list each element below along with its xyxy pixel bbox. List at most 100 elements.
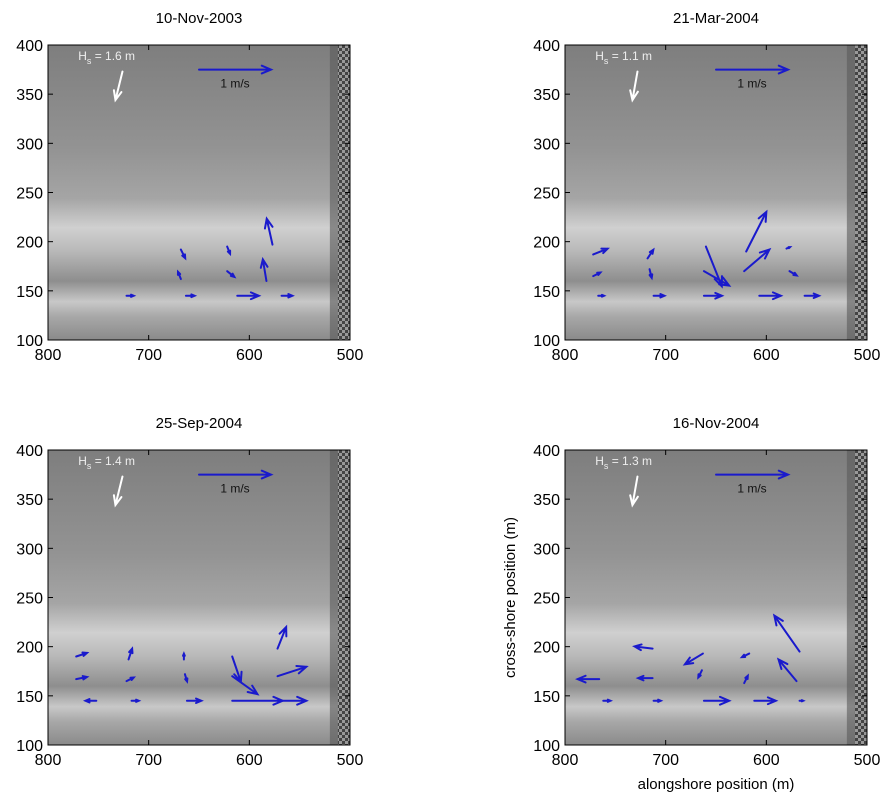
velocity-arrow (127, 646, 134, 661)
y-tick-label: 100 (16, 738, 43, 755)
x-tick-label: 500 (337, 347, 364, 364)
y-axis-label: cross-shore position (m) (502, 517, 519, 678)
axes-box (564, 44, 868, 341)
velocity-arrow (236, 291, 262, 301)
reference-arrow (715, 469, 791, 480)
velocity-arrow (226, 245, 232, 257)
panel: 25-Sep-2004 100 150 200 250 300 350 400 800 700 60… (16, 415, 363, 769)
panel-title: 16-Nov-2004 (673, 415, 760, 432)
velocity-arrow (125, 293, 137, 298)
pier (337, 45, 350, 340)
x-tick-label: 700 (135, 347, 162, 364)
wave-direction-arrow (112, 70, 124, 103)
velocity-arrow (592, 271, 603, 278)
velocity-arrow (276, 695, 309, 706)
y-tick-label: 200 (533, 640, 560, 657)
velocity-arrow (788, 270, 799, 277)
x-tick-label: 500 (854, 347, 881, 364)
y-tick-label: 150 (16, 689, 43, 706)
pier (337, 450, 350, 745)
y-tick-label: 300 (16, 136, 43, 153)
x-tick-label: 800 (35, 347, 62, 364)
wave-height-value: = 1.1 m (608, 49, 652, 63)
wave-height-value: = 1.6 m (91, 49, 135, 63)
y-tick-label: 400 (533, 443, 560, 460)
x-tick-label: 600 (236, 752, 263, 769)
y-tick-label: 250 (16, 186, 43, 203)
x-tick-label: 500 (337, 752, 364, 769)
y-tick-label: 200 (16, 640, 43, 657)
y-tick-label: 200 (16, 235, 43, 252)
reference-label: 1 m/s (737, 77, 766, 91)
wave-height-symbol: H (595, 454, 604, 468)
x-tick-label: 600 (753, 752, 780, 769)
wave-height-label: Hs = 1.3 m (595, 454, 652, 471)
y-tick-label: 250 (533, 591, 560, 608)
pier (854, 45, 867, 340)
y-tick-label: 250 (16, 591, 43, 608)
velocity-arrow (276, 664, 309, 678)
velocity-arrow (652, 698, 664, 703)
axes-box (47, 44, 351, 341)
background-image (565, 450, 867, 745)
y-tick-label: 400 (16, 38, 43, 55)
reference-label: 1 m/s (220, 482, 249, 496)
reference-arrow (198, 64, 274, 75)
pier-shadow (329, 45, 340, 340)
wave-height-subscript: s (604, 461, 609, 471)
wave-height-label: Hs = 1.6 m (78, 49, 135, 66)
velocity-arrow (276, 624, 288, 650)
velocity-arrow (231, 675, 260, 696)
velocity-arrow (803, 292, 822, 299)
velocity-arrow (185, 697, 204, 704)
panel-title: 25-Sep-2004 (156, 415, 243, 432)
background-image (48, 45, 350, 340)
velocity-arrow (776, 657, 798, 683)
wave-height-value: = 1.3 m (608, 454, 652, 468)
velocity-arrow (743, 247, 772, 273)
velocity-arrow (682, 652, 704, 666)
y-tick-label: 350 (16, 492, 43, 509)
velocity-arrow (702, 270, 732, 287)
y-tick-label: 100 (533, 738, 560, 755)
velocity-arrow (183, 673, 189, 684)
x-tick-label: 700 (652, 347, 679, 364)
reference-label: 1 m/s (737, 482, 766, 496)
velocity-arrow (259, 256, 269, 282)
velocity-arrow (646, 247, 655, 260)
velocity-arrow (182, 651, 186, 661)
wave-height-label: Hs = 1.1 m (595, 49, 652, 66)
background-image (48, 450, 350, 745)
wave-height-label: Hs = 1.4 m (78, 454, 135, 471)
axes-box (564, 449, 868, 746)
velocity-arrow (592, 247, 610, 256)
velocity-arrow (632, 643, 654, 652)
wave-height-value: = 1.4 m (91, 454, 135, 468)
x-tick-label: 600 (753, 347, 780, 364)
wave-height-symbol: H (595, 49, 604, 63)
y-tick-label: 400 (16, 443, 43, 460)
wave-height-subscript: s (604, 56, 609, 66)
y-tick-label: 100 (16, 333, 43, 350)
y-tick-label: 350 (533, 492, 560, 509)
x-tick-label: 700 (652, 752, 679, 769)
velocity-arrow (743, 673, 749, 685)
velocity-arrow (648, 268, 654, 281)
y-tick-label: 250 (533, 186, 560, 203)
reference-arrow (198, 469, 274, 480)
velocity-arrow (785, 246, 793, 250)
velocity-arrow (798, 699, 806, 703)
x-tick-label: 800 (552, 347, 579, 364)
reference-label: 1 m/s (220, 77, 249, 91)
x-tick-label: 600 (236, 347, 263, 364)
velocity-arrow (739, 652, 751, 659)
pier-shadow (329, 450, 340, 745)
background-image (565, 45, 867, 340)
wave-height-subscript: s (87, 461, 92, 471)
velocity-arrow (597, 293, 607, 298)
velocity-arrow (125, 676, 137, 683)
panel-title: 21-Mar-2004 (673, 10, 759, 27)
velocity-arrow (184, 293, 198, 299)
y-tick-label: 350 (533, 87, 560, 104)
x-tick-label: 500 (854, 752, 881, 769)
